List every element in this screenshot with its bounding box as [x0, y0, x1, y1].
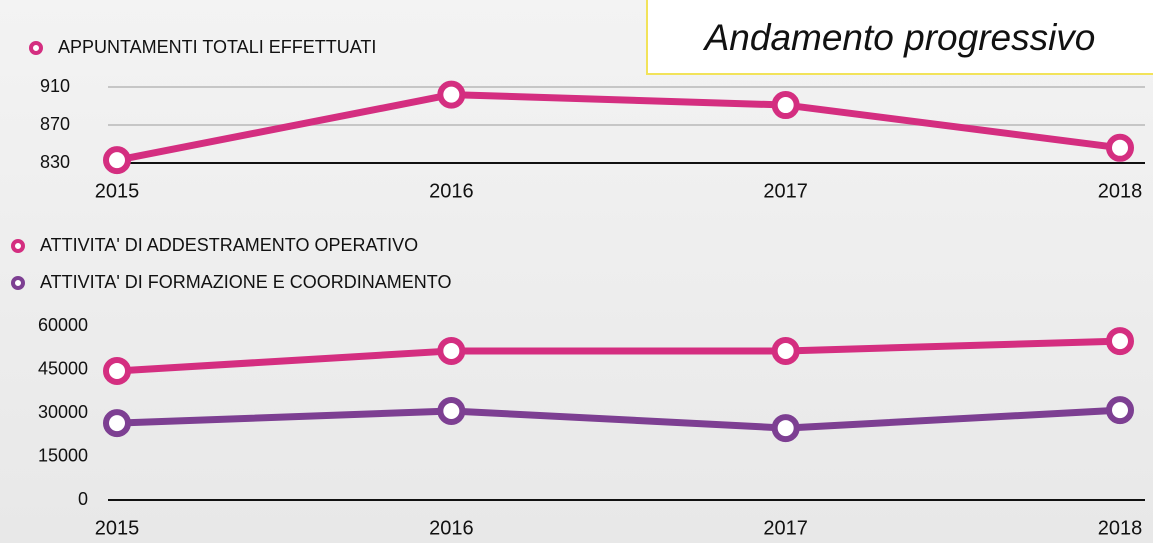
- x-tick-label: 2016: [429, 517, 474, 539]
- title-box: [646, 0, 1153, 75]
- legend-marker: [11, 239, 25, 253]
- legend-marker: [29, 41, 43, 55]
- x-tick-label: 2015: [95, 517, 140, 539]
- y-tick-label: 910: [40, 76, 70, 96]
- series-line: [116, 406, 1121, 432]
- point-marker: [1106, 327, 1134, 356]
- point-marker: [771, 336, 800, 365]
- y-tick-label: 45000: [38, 358, 88, 378]
- y-tick-label: 0: [78, 489, 88, 509]
- point-marker: [437, 80, 466, 109]
- x-tick-label: 2017: [763, 180, 808, 202]
- y-tick-label: 15000: [38, 445, 88, 465]
- y-tick-label: 830: [40, 152, 70, 172]
- legend-label: ATTIVITA' DI FORMAZIONE E COORDINAMENTO: [40, 272, 451, 292]
- point-marker: [437, 396, 466, 425]
- point-marker: [103, 409, 131, 438]
- y-tick-label: 60000: [38, 315, 88, 335]
- y-tick-label: 870: [40, 114, 70, 134]
- point-marker: [103, 146, 131, 175]
- point-marker: [437, 336, 466, 365]
- x-tick-label: 2018: [1098, 517, 1143, 539]
- slide-title: Andamento progressivo: [703, 17, 1096, 58]
- series-line: [116, 91, 1121, 164]
- legend-label: ATTIVITA' DI ADDESTRAMENTO OPERATIVO: [40, 235, 418, 255]
- legend-marker: [11, 276, 25, 290]
- point-marker: [771, 91, 800, 120]
- point-marker: [771, 414, 800, 443]
- point-marker: [1106, 133, 1134, 162]
- y-tick-label: 30000: [38, 402, 88, 422]
- point-marker: [103, 356, 131, 385]
- legend-label: APPUNTAMENTI TOTALI EFFETTUATI: [58, 37, 376, 57]
- x-tick-label: 2017: [763, 517, 808, 539]
- x-tick-label: 2016: [429, 180, 474, 202]
- x-tick-label: 2015: [95, 180, 140, 202]
- series-line: [116, 337, 1121, 375]
- point-marker: [1106, 396, 1134, 425]
- x-tick-label: 2018: [1098, 180, 1143, 202]
